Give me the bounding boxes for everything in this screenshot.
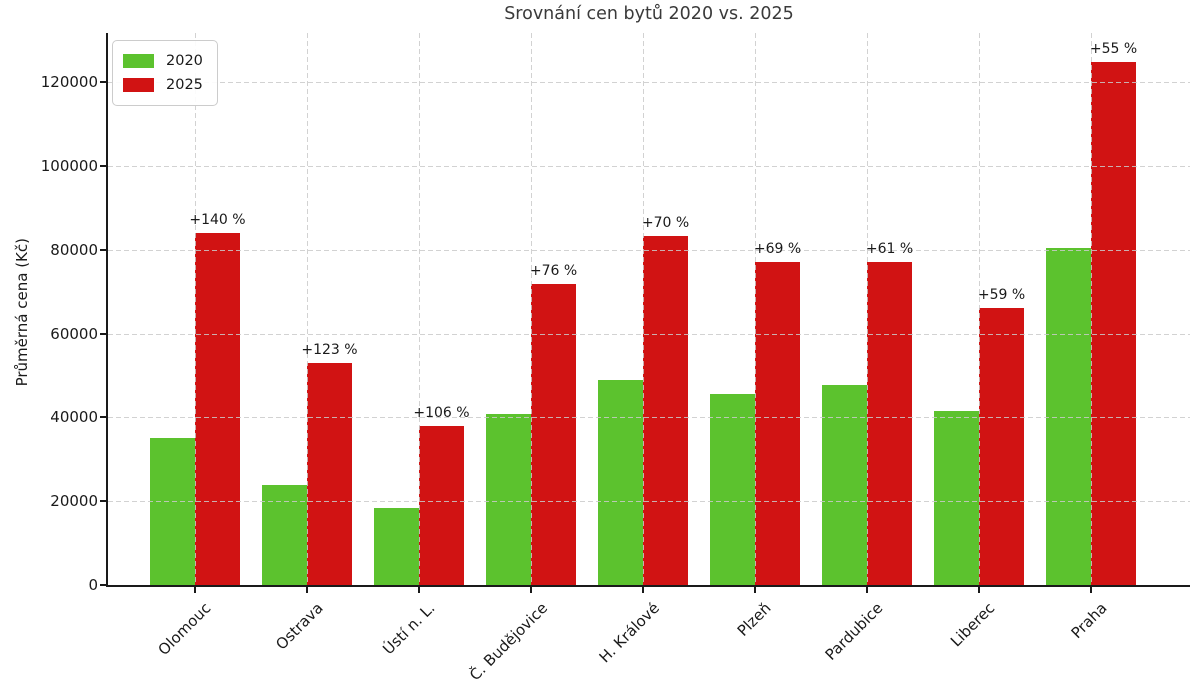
bar-2020-liberec [934, 411, 979, 585]
pct-change-label-plzeň: +69 % [753, 240, 802, 257]
plot-area: +140 % +123 % +106 % +76 % +70 % +69 % +61 % +5… [108, 33, 1190, 585]
gridline-x-olomouc [195, 33, 196, 585]
y-axis-spine [106, 33, 108, 587]
bar-2020-pardubice [822, 384, 867, 585]
bar-2025-liberec [979, 308, 1024, 585]
pct-change-label-ústí-n-l: +106 % [413, 405, 470, 422]
bar-2025-plzeň [755, 261, 800, 585]
y-tick-label-120000: 120000 [40, 73, 98, 92]
bar-2020-plzeň [710, 393, 755, 585]
y-tick-label-80000: 80000 [50, 240, 98, 259]
gridline-y-100000 [108, 166, 1190, 167]
gridline-x-pardubice [867, 33, 868, 585]
x-tick-mark-ústí-n-l [418, 587, 420, 593]
x-tick-mark-ostrava [306, 587, 308, 593]
y-tick-label-0: 0 [88, 576, 98, 594]
legend: 2020 2025 [112, 40, 218, 106]
gridline-y-40000 [108, 417, 1190, 419]
bar-2025-ústí-n-l [419, 426, 464, 585]
x-tick-label-ostrava: Ostrava [272, 599, 327, 654]
gridline-y-80000 [108, 249, 1190, 251]
bar-2025-olomouc [195, 233, 240, 585]
pct-change-label-h-králové: +70 % [641, 214, 690, 231]
x-tick-label-č-budějovice: Č. Budějovice [465, 599, 551, 685]
gridline-x-plzeň [755, 33, 756, 585]
y-tick-mark-0 [100, 584, 106, 586]
bar-2020-ústí-n-l [374, 507, 419, 585]
bar-2025-h-králové [643, 235, 688, 585]
y-tick-mark-60000 [100, 332, 106, 335]
bar-2025-ostrava [307, 362, 352, 585]
x-tick-label-plzeň: Plzeň [733, 599, 775, 640]
y-axis-label: Průměrná cena (Kč) [13, 238, 31, 387]
bar-2025-praha [1091, 62, 1136, 585]
gridline-x-h-králové [643, 33, 644, 585]
legend-swatch-2025 [123, 78, 154, 92]
x-tick-label-praha: Praha [1067, 599, 1111, 643]
x-axis-spine [106, 585, 1190, 587]
pct-change-label-pardubice: +61 % [865, 241, 914, 258]
gridline-x-liberec [979, 33, 980, 585]
legend-swatch-2020 [123, 54, 154, 68]
gridline-x-ústí-n-l [419, 33, 420, 585]
chart-title: Srovnání cen bytů 2020 vs. 2025 [504, 4, 794, 24]
y-tick-label-100000: 100000 [40, 157, 98, 175]
x-tick-mark-praha [1090, 587, 1092, 593]
pct-change-label-ostrava: +123 % [301, 341, 358, 358]
y-tick-mark-40000 [100, 416, 106, 419]
x-tick-mark-h-králové [642, 587, 644, 593]
x-tick-mark-olomouc [194, 587, 196, 593]
x-tick-mark-pardubice [866, 587, 868, 593]
pct-change-label-praha: +55 % [1089, 41, 1138, 58]
bar-2020-olomouc [150, 438, 195, 585]
x-tick-mark-liberec [978, 587, 980, 593]
legend-item-2025: 2025 [123, 73, 203, 97]
gridline-x-č-budějovice [531, 33, 532, 585]
x-tick-label-pardubice: Pardubice [821, 599, 887, 664]
x-tick-mark-č-budějovice [530, 587, 532, 593]
x-tick-label-olomouc: Olomouc [154, 599, 215, 659]
gridline-x-ostrava [307, 33, 308, 585]
legend-item-2020: 2020 [123, 49, 203, 73]
bar-2020-č-budějovice [486, 414, 531, 585]
legend-label-2025: 2025 [166, 77, 203, 93]
x-tick-label-liberec: Liberec [947, 599, 999, 651]
bar-2025-pardubice [867, 262, 912, 585]
y-tick-label-20000: 20000 [50, 492, 98, 511]
y-tick-mark-20000 [100, 500, 106, 503]
gridline-y-20000 [108, 501, 1190, 503]
y-tick-label-40000: 40000 [50, 408, 98, 427]
x-tick-mark-plzeň [754, 587, 756, 593]
legend-label-2020: 2020 [166, 53, 203, 69]
pct-change-label-olomouc: +140 % [189, 212, 246, 229]
y-tick-mark-100000 [100, 165, 106, 167]
pct-change-label-liberec: +59 % [977, 287, 1026, 304]
pct-change-label-č-budějovice: +76 % [529, 263, 578, 280]
x-tick-label-h-králové: H. Králové [595, 599, 663, 667]
gridline-y-60000 [108, 333, 1190, 335]
gridline-y-120000 [108, 82, 1190, 84]
x-tick-label-ústí-n-l: Ústí n. L. [379, 599, 439, 659]
y-tick-mark-120000 [100, 81, 106, 84]
y-tick-mark-80000 [100, 248, 106, 251]
y-tick-label-60000: 60000 [50, 324, 98, 343]
gridline-x-praha [1091, 33, 1092, 585]
bar-2025-č-budějovice [531, 284, 576, 585]
bar-2020-praha [1046, 247, 1091, 585]
bar-2020-h-králové [598, 379, 643, 585]
